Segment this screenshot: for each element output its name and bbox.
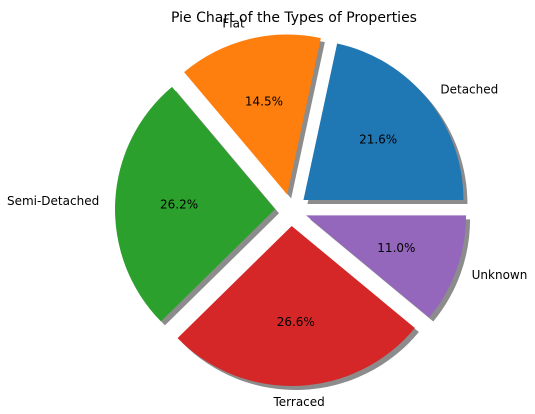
chart-title: Pie Chart of the Types of Properties [171, 10, 417, 26]
slice-label-terraced: Terraced [273, 395, 325, 409]
pie-slice-semi-detached [115, 86, 276, 322]
pie-slice-terraced [177, 225, 415, 386]
slice-percent-terraced: 26.6% [277, 315, 315, 329]
slice-percent-flat: 14.5% [245, 94, 283, 108]
slice-percent-detached: 21.6% [359, 133, 397, 147]
pie-slice-unknown [306, 215, 467, 318]
slice-labels: Detached 21.6% Flat 14.5% Semi-Detached 26.2%… [7, 17, 527, 409]
slice-label-semi-detached: Semi-Detached [7, 194, 99, 208]
slice-label-unknown: Unknown [472, 268, 528, 282]
pie-slice-detached [303, 43, 464, 200]
pie-slices [115, 34, 467, 386]
pie-slice-flat [184, 34, 321, 195]
slice-percent-semi-detached: 26.2% [160, 198, 198, 212]
slice-label-detached: Detached [440, 82, 498, 96]
slice-label-flat: Flat [222, 17, 245, 31]
slice-percent-unknown: 11.0% [377, 241, 415, 255]
